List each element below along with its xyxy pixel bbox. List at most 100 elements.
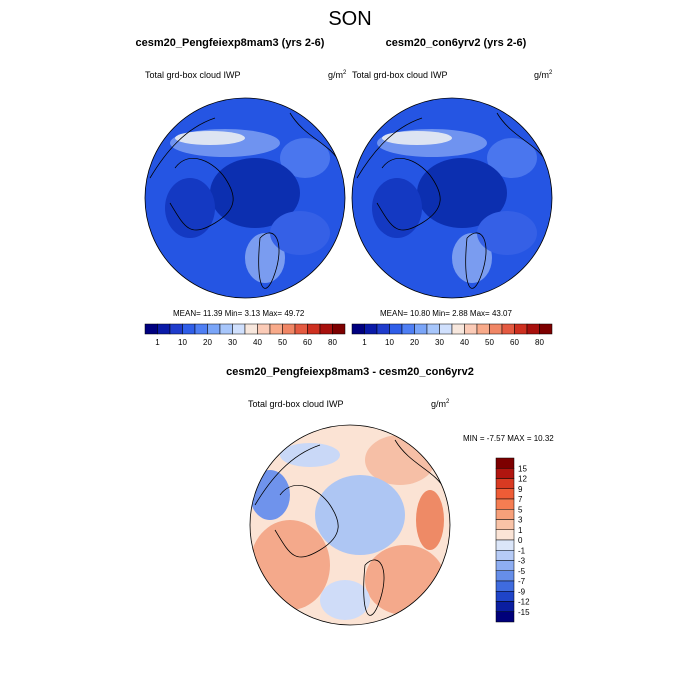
diff-field-positive [250, 520, 330, 610]
diff-colorbar-box [495, 591, 515, 602]
diff-colorbar-tick-label: 5 [518, 505, 523, 514]
panel1-min-value: 3.13 [244, 309, 261, 318]
panel1-max-value: 49.72 [284, 309, 305, 318]
panel2-field-maximum [382, 131, 452, 145]
panel2-coastline [356, 117, 423, 179]
diff-colorbar-tick-label: 9 [518, 485, 523, 494]
panel1-units-label: g/m2 [328, 70, 347, 80]
diff-colorbar-tick-label: -3 [518, 557, 526, 566]
diff-title: cesm20_Pengfeiexp8mam3 - cesm20_con6yrv2 [226, 366, 474, 378]
panel1-coastline [258, 232, 280, 289]
diff-field-negative [250, 470, 290, 520]
diff-colorbar-box [495, 519, 515, 530]
diff-units-label: g/m2 [431, 399, 450, 409]
panel2-colorbar-tick-label: 1 [362, 338, 367, 347]
panel2-colorbar-box [539, 323, 553, 335]
panel1-variable-label: Total grd-box cloud IWP [145, 70, 241, 80]
panel2-colorbar-tick-label: 20 [410, 338, 419, 347]
panel1-mean-value: 11.39 [203, 309, 223, 318]
panel1-field [145, 98, 345, 298]
panel2-field [352, 98, 552, 298]
diff-field-positive [416, 490, 444, 550]
diff-coastline [363, 559, 385, 616]
panel2-colorbar-box [376, 323, 390, 335]
panel2-coastline [465, 232, 487, 289]
diff-field-negative [315, 475, 405, 555]
diff-field-negative [320, 580, 370, 620]
diff-colorbar-box [495, 478, 515, 489]
panel1-colorbar-box [282, 323, 296, 335]
diff-colorbar-tick-label: 7 [518, 495, 523, 504]
panel2-units-label: g/m2 [534, 70, 553, 80]
panel2-min-value: 2.88 [452, 309, 468, 318]
diff-colorbar-box [495, 468, 515, 479]
diff-min-value: -7.57 [486, 434, 506, 443]
panel1-field-maximum [175, 131, 245, 145]
panel1-colorbar: 1 10 20 30 40 50 60 80 [144, 323, 346, 347]
diff-colorbar-tick-label: -7 [518, 577, 526, 586]
diff-colorbar-tick-label: 15 [518, 464, 527, 473]
panel2-title: cesm20_con6yrv2 (yrs 2-6) [385, 37, 527, 49]
diff-field [250, 425, 450, 625]
panel2-mean-label: MEAN= [380, 309, 408, 318]
panel2-colorbar-box [526, 323, 540, 335]
diff-coastline [274, 484, 339, 558]
panel1-colorbar-tick-label: 40 [253, 338, 262, 347]
panel1-mean-label: MEAN= [173, 309, 201, 318]
panel1-field-blob [245, 233, 285, 283]
diff-variable-label: Total grd-box cloud IWP [248, 399, 344, 409]
panel1-colorbar-box [294, 323, 308, 335]
panel1-coastline [169, 157, 234, 231]
diff-stats: MIN = -7.57 MAX = 10.32 [463, 434, 554, 443]
panel1-colorbar-tick-label: 1 [155, 338, 160, 347]
panel1-title: cesm20_Pengfeiexp8mam3 (yrs 2-6) [135, 37, 325, 49]
panel1-coastline [149, 117, 216, 179]
figure-title: SON [328, 8, 372, 30]
panel2-colorbar-box [426, 323, 440, 335]
panel1-field-blob [270, 211, 330, 255]
panel2-colorbar-box [401, 323, 415, 335]
diff-colorbar-box [495, 580, 515, 592]
diff-colorbar-tick-label: -15 [518, 608, 530, 617]
panel1-colorbar-tick-label: 80 [328, 338, 337, 347]
panel1-colorbar-box [207, 323, 221, 335]
panel1-colorbar-tick-label: 60 [303, 338, 312, 347]
diff-colorbar-tick-label: 0 [518, 536, 523, 545]
diff-colorbar-box [495, 457, 515, 469]
diff-colorbar-tick-label: -1 [518, 546, 526, 555]
diff-polar-map [249, 424, 451, 626]
panel2-colorbar-box [489, 323, 503, 335]
panel2-colorbar-box [351, 323, 365, 335]
panel2-colorbar-tick-label: 30 [435, 338, 444, 347]
diff-colorbar-tick-label: -5 [518, 567, 526, 576]
panel2-colorbar-tick-label: 60 [510, 338, 519, 347]
panel1-colorbar-tick-label: 30 [228, 338, 237, 347]
panel2-colorbar: 1 10 20 30 40 50 60 80 [351, 323, 553, 347]
diff-min-label: MIN = [463, 434, 485, 443]
panel1-field-blob [165, 178, 215, 238]
panel2-polar-map [351, 97, 553, 299]
panel1-field-blob [280, 138, 330, 178]
panel2-colorbar-box [389, 323, 403, 335]
diff-colorbar-tick-label: 12 [518, 475, 527, 484]
panel1-colorbar-tick-label: 10 [178, 338, 187, 347]
diff-colorbar-tick-label: 1 [518, 526, 523, 535]
diff-colorbar-box [495, 570, 515, 582]
panel2-field-blob [487, 138, 537, 178]
panel1-colorbar-box [169, 323, 183, 335]
diff-colorbar-box [495, 601, 515, 612]
panel1-colorbar-box [144, 323, 158, 335]
panel2-stats: MEAN= 10.80 Min= 2.88 Max= 43.07 [380, 309, 512, 318]
panel1-polar-map [144, 97, 346, 299]
panel2-max-value: 43.07 [491, 309, 512, 318]
panel1-colorbar-box [307, 323, 321, 335]
panel2-field-minimum [417, 158, 507, 228]
diff-colorbar-tick-label: 3 [518, 516, 523, 525]
panel1-colorbar-tick-label: 20 [203, 338, 212, 347]
panel2-map-boundary [351, 97, 553, 299]
panel2-mean-value: 10.80 [410, 309, 431, 318]
panel1-map-boundary [144, 97, 346, 299]
diff-max-label: MAX = [507, 434, 532, 443]
panel1-min-label: Min= [224, 309, 243, 318]
